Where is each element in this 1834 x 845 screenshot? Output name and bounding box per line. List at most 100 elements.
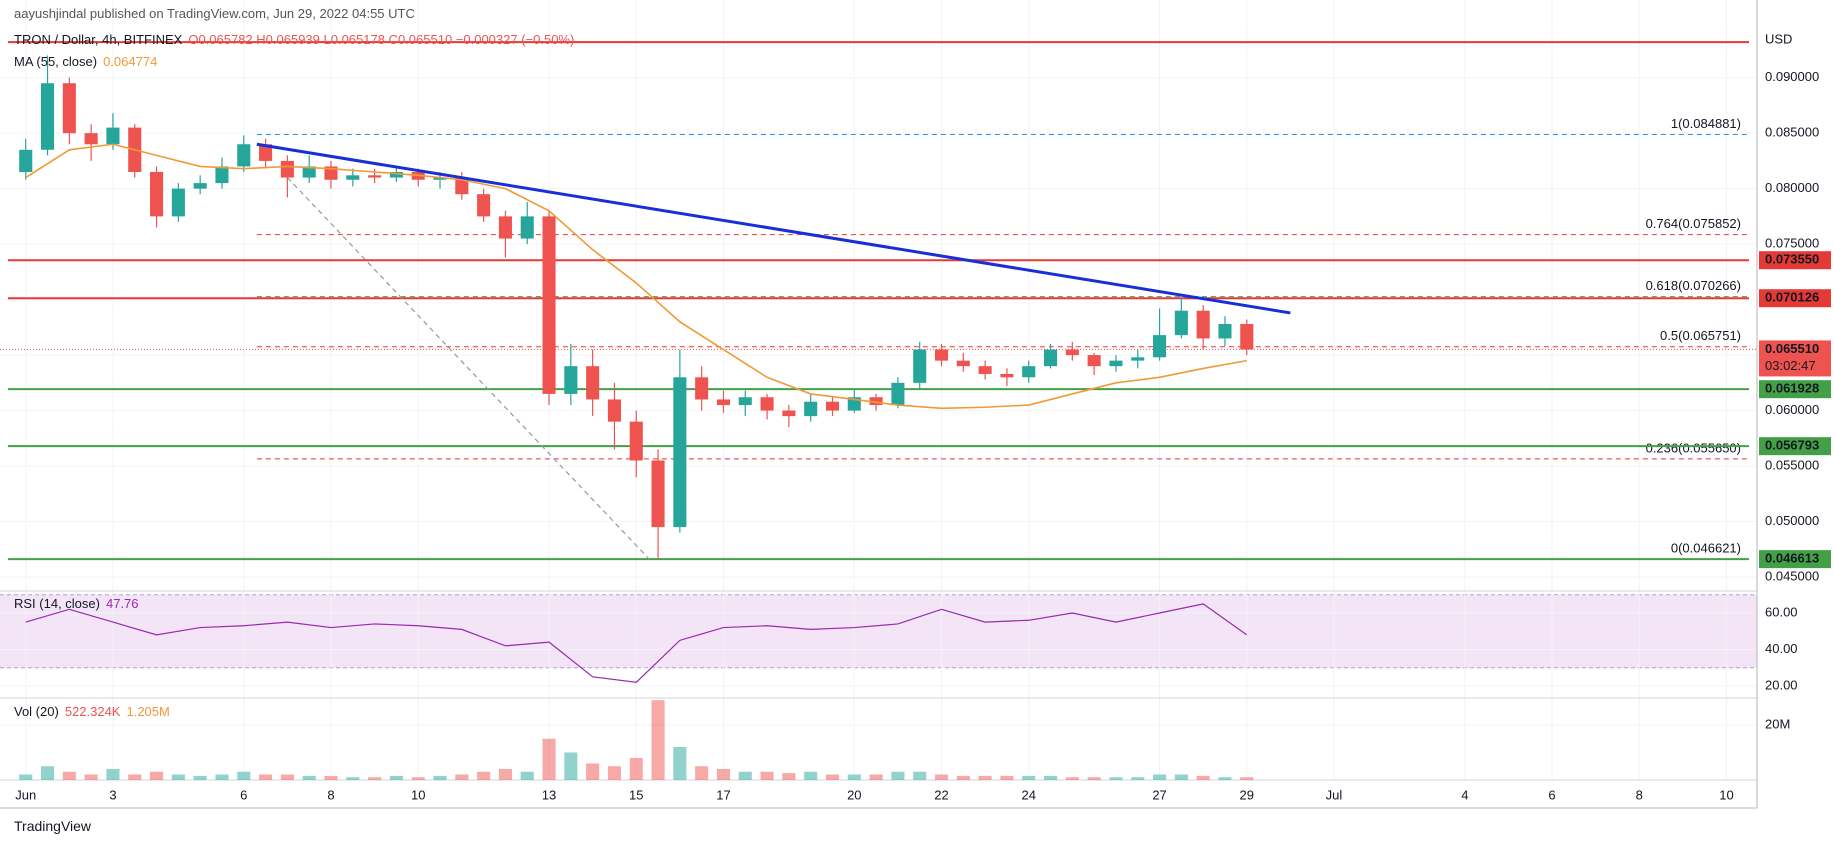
rsi-label: RSI (14, close) bbox=[14, 596, 100, 611]
candle-body bbox=[389, 171, 403, 178]
candle-body bbox=[171, 188, 185, 217]
candle-body bbox=[280, 160, 294, 178]
x-tick-label: 29 bbox=[1240, 787, 1254, 802]
candle-body bbox=[804, 401, 818, 417]
level-tag bbox=[1759, 380, 1831, 399]
last-price-label: 0.065510 bbox=[1765, 341, 1819, 356]
rsi-value: 47.76 bbox=[105, 596, 139, 611]
trendline bbox=[256, 142, 1291, 315]
level-label: 0.046613 bbox=[1765, 551, 1819, 566]
x-tick-label: 8 bbox=[1636, 787, 1643, 802]
volume-bar bbox=[193, 775, 207, 780]
volume-bar bbox=[368, 777, 382, 780]
level-label: 0.061928 bbox=[1765, 381, 1819, 396]
x-tick-label: 8 bbox=[327, 787, 334, 802]
volume-bar bbox=[607, 766, 621, 780]
volume-bar bbox=[782, 773, 796, 780]
rsi-line bbox=[25, 603, 1248, 683]
fib-label: 0(0.046621) bbox=[1671, 540, 1741, 555]
last-price-tag bbox=[1759, 340, 1831, 377]
fib-label: 1(0.084881) bbox=[1671, 116, 1741, 131]
candle-body bbox=[106, 127, 120, 145]
volume-bar bbox=[1043, 775, 1058, 780]
candle-body bbox=[913, 349, 927, 383]
volume-bar bbox=[128, 774, 142, 780]
candle-body bbox=[542, 216, 556, 394]
candle-body bbox=[1109, 360, 1123, 367]
y-tick-label: 0.080000 bbox=[1765, 180, 1819, 195]
candle-body bbox=[19, 149, 33, 172]
volume-bar bbox=[1109, 777, 1123, 780]
volume-bar bbox=[1131, 777, 1145, 780]
ohlc: O0.065782 H0.065939 L0.065178 C0.065510 … bbox=[188, 32, 575, 47]
volume-bar bbox=[695, 766, 709, 780]
volume-bar bbox=[760, 771, 774, 780]
candle-body bbox=[695, 377, 709, 400]
candle-body bbox=[1131, 357, 1145, 361]
y-tick-label: 0.060000 bbox=[1765, 402, 1819, 417]
rsi-tick-label: 40.00 bbox=[1765, 641, 1798, 656]
candle-body bbox=[40, 83, 55, 150]
volume-tick-label: 20M bbox=[1765, 716, 1790, 731]
ma-label: MA (55, close) bbox=[14, 54, 98, 69]
volume-bar bbox=[1000, 775, 1014, 780]
volume-bar bbox=[1153, 774, 1167, 780]
candle-body bbox=[782, 410, 796, 417]
candle-body bbox=[891, 382, 905, 406]
x-tick-label: 27 bbox=[1152, 787, 1166, 802]
volume-bar bbox=[913, 771, 927, 780]
candle-body bbox=[673, 377, 687, 528]
level-label: 0.073550 bbox=[1765, 252, 1819, 267]
candle-body bbox=[760, 397, 774, 411]
swing-line bbox=[286, 177, 650, 560]
volume-bar bbox=[825, 774, 840, 780]
volume-bar bbox=[477, 771, 491, 780]
candle-body bbox=[651, 460, 665, 528]
x-tick-label: 17 bbox=[716, 787, 730, 802]
ma-line bbox=[25, 143, 1247, 410]
volume-bar bbox=[106, 768, 120, 780]
y-tick-label: 0.085000 bbox=[1765, 125, 1819, 140]
volume-value: 522.324K bbox=[64, 704, 121, 719]
candle-body bbox=[738, 397, 752, 406]
volume-bar bbox=[171, 774, 185, 780]
volume-bar bbox=[673, 746, 687, 780]
volume-bar bbox=[1240, 777, 1254, 780]
x-tick-label: 6 bbox=[240, 787, 247, 802]
x-tick-label: Jul bbox=[1326, 787, 1343, 802]
candle-body bbox=[934, 349, 949, 361]
level-label: 0.070126 bbox=[1765, 290, 1819, 305]
volume-bar bbox=[564, 752, 578, 780]
candle-body bbox=[869, 397, 883, 406]
volume-bar bbox=[1065, 777, 1079, 780]
rsi-band bbox=[0, 594, 1757, 668]
candle-body bbox=[978, 366, 992, 374]
currency: USD bbox=[1765, 31, 1792, 46]
volume-bar bbox=[629, 757, 643, 780]
volume-bar bbox=[934, 774, 949, 780]
volume-legend: Vol (20) 522.324K 1.205M bbox=[14, 704, 176, 719]
rsi-legend: RSI (14, close) 47.76 bbox=[14, 596, 145, 611]
y-tick-label: 0.090000 bbox=[1765, 69, 1819, 84]
candle-body bbox=[346, 175, 360, 180]
fib-label: 0.764(0.075852) bbox=[1646, 216, 1741, 231]
volume-bar bbox=[62, 771, 76, 780]
candle-body bbox=[520, 216, 534, 239]
volume-bar bbox=[411, 777, 425, 780]
volume-bar bbox=[651, 700, 665, 780]
volume-bar bbox=[19, 774, 33, 780]
candle-body bbox=[629, 421, 643, 461]
candle-body bbox=[956, 360, 970, 367]
volume-bar bbox=[978, 775, 992, 780]
candle-body bbox=[1065, 349, 1079, 356]
volume-ma-value: 1.205M bbox=[126, 704, 170, 719]
candle-body bbox=[150, 171, 164, 217]
volume-bar bbox=[542, 738, 556, 780]
y-tick-label: 0.050000 bbox=[1765, 513, 1819, 528]
x-tick-label: 3 bbox=[109, 787, 116, 802]
x-tick-label: 20 bbox=[847, 787, 861, 802]
candle-body bbox=[1043, 349, 1058, 367]
candle-body bbox=[193, 183, 207, 189]
y-tick-label: 0.055000 bbox=[1765, 457, 1819, 472]
